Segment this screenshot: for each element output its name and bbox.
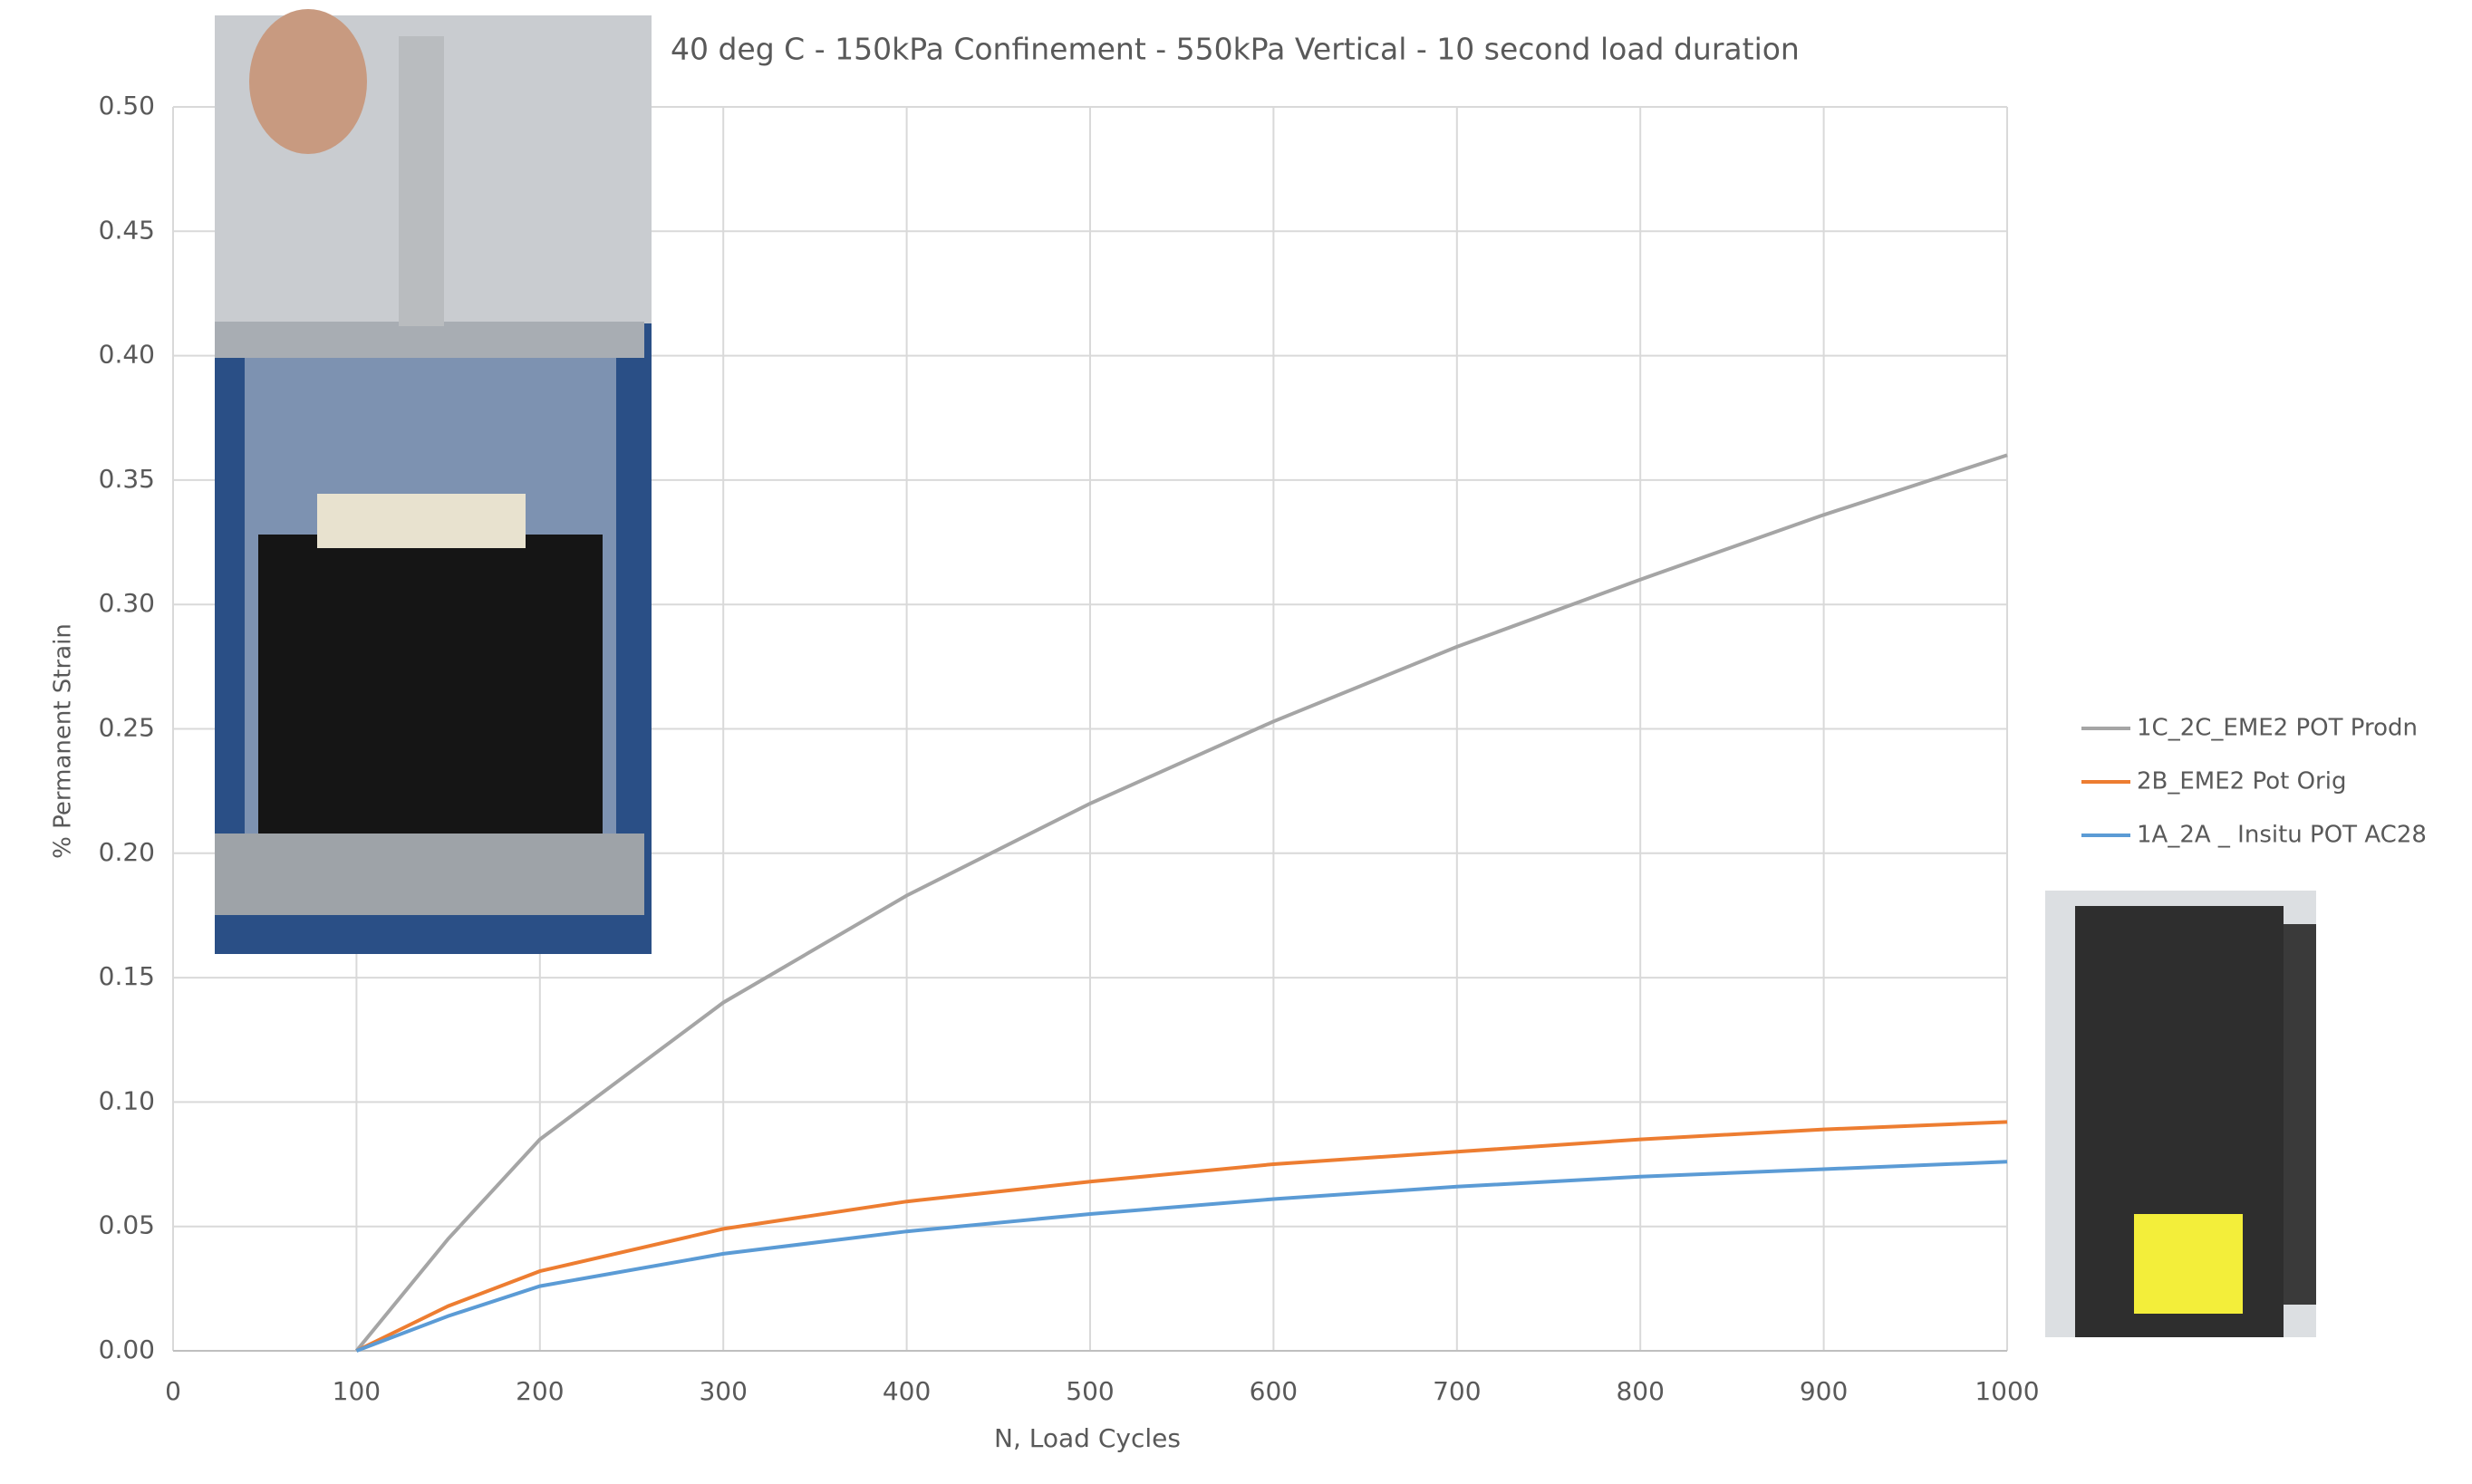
plot-area — [354, 453, 2008, 1353]
y-tick-label: 0.35 — [99, 464, 155, 494]
x-tick-label: 600 — [1250, 1376, 1298, 1406]
y-tick-label: 0.10 — [99, 1085, 155, 1115]
y-tick-label: 0.00 — [99, 1335, 155, 1364]
x-tick-label: 400 — [883, 1376, 931, 1406]
x-tick-label: 500 — [1066, 1376, 1114, 1406]
series-line — [354, 453, 2008, 1353]
y-tick-label: 0.20 — [99, 837, 155, 867]
y-tick-label: 0.50 — [99, 91, 155, 120]
x-tick-label: 900 — [1800, 1376, 1848, 1406]
y-tick-label: 0.40 — [99, 340, 155, 370]
chart-title: 40 deg C - 150kPa Confinement - 550kPa V… — [671, 32, 1800, 67]
y-axis-label: % Permanent Strain — [50, 623, 77, 859]
x-tick-label: 100 — [333, 1376, 381, 1406]
x-tick-label: 0 — [165, 1376, 181, 1406]
y-tick-label: 0.05 — [99, 1210, 155, 1240]
series-line — [355, 1160, 2008, 1353]
y-tick-label: 0.25 — [99, 713, 155, 743]
x-tick-label: 800 — [1616, 1376, 1664, 1406]
y-tick-label: 0.45 — [99, 215, 155, 245]
photo-lab-sample — [2045, 891, 2316, 1337]
x-tick-label: 700 — [1433, 1376, 1481, 1406]
photo-triaxial-apparatus — [215, 9, 652, 954]
legend-label: 1C_2C_EME2 POT Prodn — [2137, 715, 2418, 742]
x-tick-label: 300 — [699, 1376, 747, 1406]
series-line — [355, 1120, 2008, 1353]
legend-label: 1A_2A _ Insitu POT AC28 — [2137, 822, 2427, 849]
x-axis-label: N, Load Cycles — [994, 1423, 1181, 1453]
y-tick-label: 0.15 — [99, 961, 155, 991]
y-tick-label: 0.30 — [99, 588, 155, 618]
x-tick-label: 200 — [516, 1376, 564, 1406]
x-tick-label: 1000 — [1975, 1376, 2039, 1406]
legend-label: 2B_EME2 Pot Orig — [2137, 768, 2346, 795]
